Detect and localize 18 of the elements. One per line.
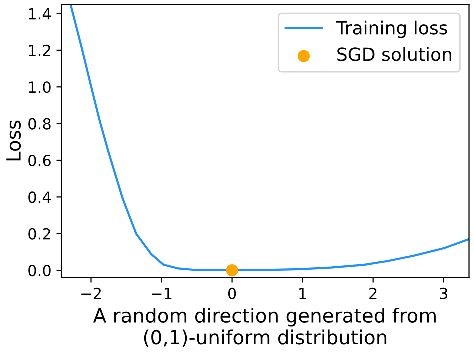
x-tick-label: 3 [440,288,448,300]
y-tick-label: 0.2 [28,228,50,240]
y-tick-label: 1.0 [29,82,51,94]
y-tick-label: 0.4 [28,192,52,204]
x-tick-label: −2 [82,288,101,300]
x-axis-title: A random direction generated from (0,1)-uniform distribution [93,308,436,348]
y-tick-label: 0.6 [28,154,51,167]
x-tick-label: 0 [228,288,236,300]
y-tick-label: 0.0 [28,265,51,277]
y-tick-label: 1.2 [29,44,50,56]
x-tick-label: 2 [370,288,377,300]
y-axis-title: Loss [6,120,22,161]
x-tick-label: 1 [300,288,306,300]
y-tick-label: 1.4 [29,8,52,20]
y-tick-label: 0.8 [28,118,51,130]
x-tick-label: −1 [152,288,172,300]
legend-label: Training loss [336,20,448,38]
legend-label: SGD solution [338,47,452,62]
